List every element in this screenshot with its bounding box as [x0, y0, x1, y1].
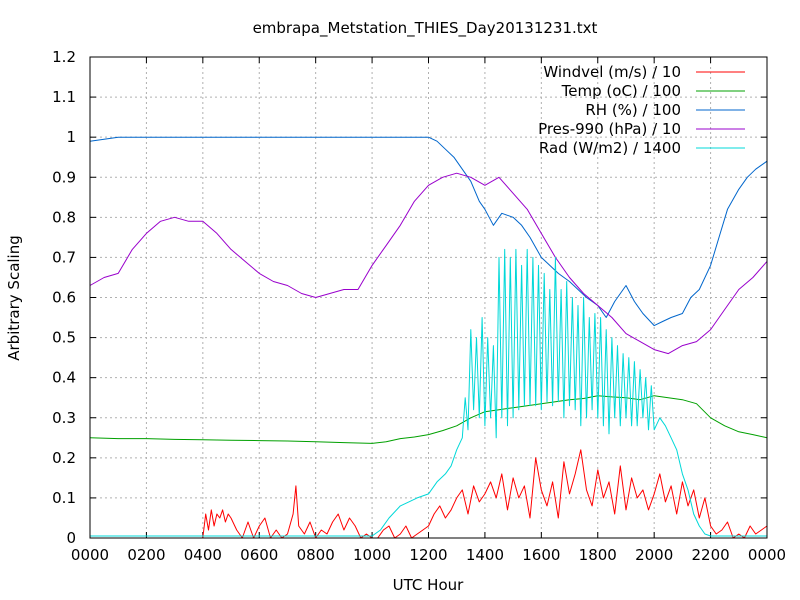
x-tick-label: 1800 — [579, 546, 617, 564]
y-tick-label: 0.9 — [52, 168, 76, 186]
y-tick-label: 1.1 — [52, 88, 76, 106]
y-axis-label: Arbitrary Scaling — [5, 235, 23, 361]
legend-label: Temp (oC) / 100 — [561, 82, 681, 100]
y-tick-label: 0.6 — [52, 289, 76, 307]
x-tick-label: 1400 — [466, 546, 504, 564]
x-tick-label: 0200 — [127, 546, 165, 564]
x-axis-ticks: 0000 0200 0400 0600 0800 1000 1200 1400 1600 1800… — [71, 57, 786, 564]
series-line-pres990 — [89, 172, 768, 355]
legend-label: Rad (W/m2) / 1400 — [539, 139, 681, 157]
x-tick-label: 1000 — [353, 546, 391, 564]
x-tick-label: 0600 — [240, 546, 278, 564]
legend-label: RH (%) / 100 — [585, 101, 681, 119]
x-tick-label: 0000 — [71, 546, 109, 564]
y-tick-label: 0.8 — [52, 208, 76, 226]
series-line-rad — [90, 248, 767, 537]
y-tick-label: 0.2 — [52, 449, 76, 467]
series-group — [89, 136, 768, 539]
y-axis-ticks: 0 0.1 0.2 0.3 0.4 0.5 0.6 0.7 0.8 0.9 1 1.1 1.2 — [52, 48, 767, 547]
y-tick-label: 0.1 — [52, 489, 76, 507]
x-tick-label: 0800 — [297, 546, 335, 564]
x-tick-label: 1200 — [409, 546, 447, 564]
legend-label: Windvel (m/s) / 10 — [543, 63, 681, 81]
y-tick-label: 0.3 — [52, 409, 76, 427]
x-tick-label: 2000 — [635, 546, 673, 564]
x-tick-label: 2200 — [691, 546, 729, 564]
legend-label: Pres-990 (hPa) / 10 — [538, 120, 681, 138]
y-tick-label: 0.4 — [52, 369, 76, 387]
y-tick-label: 0.5 — [52, 329, 76, 347]
x-tick-label: 1600 — [522, 546, 560, 564]
y-tick-label: 0 — [66, 529, 76, 547]
y-tick-label: 0.7 — [52, 248, 76, 266]
series-line-windvel — [90, 449, 768, 539]
x-tick-label: 0400 — [184, 546, 222, 564]
x-axis-label: UTC Hour — [393, 576, 464, 594]
series-line-rh — [89, 136, 768, 327]
x-tick-label: 0000 — [748, 546, 786, 564]
series-line-temp — [89, 395, 768, 444]
y-tick-label: 1.2 — [52, 48, 76, 66]
y-tick-label: 1 — [66, 128, 76, 146]
plot-frame — [89, 56, 768, 539]
chart-title: embrapa_Metstation_THIES_Day20131231.txt — [253, 19, 598, 38]
